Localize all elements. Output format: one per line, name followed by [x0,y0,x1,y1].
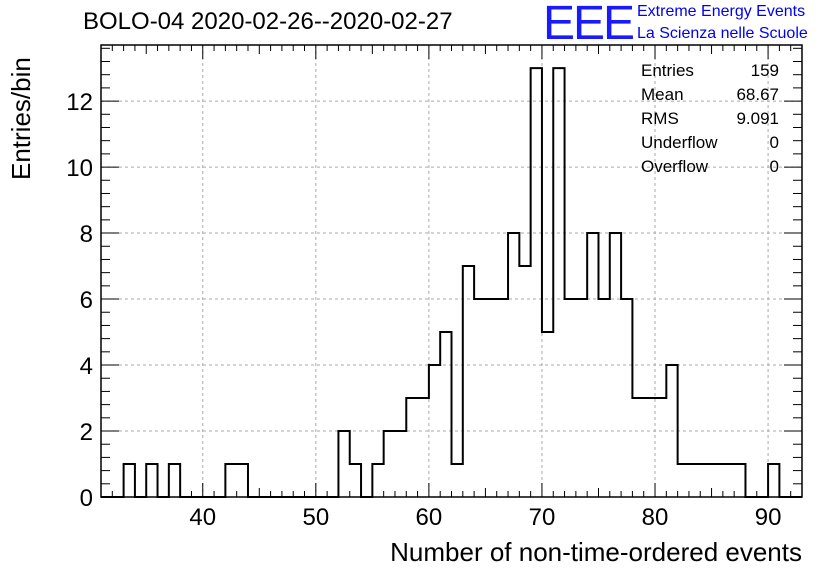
x-tick-label: 40 [189,504,216,531]
x-tick-label: 60 [416,504,443,531]
histogram-bin [531,68,542,497]
stats-row-mean: Mean 68.67 [641,83,779,107]
histogram-bin [124,464,135,497]
histogram-bin [576,299,587,497]
histogram-bin [225,464,236,497]
y-tick-label: 4 [80,353,93,380]
histogram-bin [350,464,361,497]
stats-box: Entries 159 Mean 68.67 RMS 9.091 Underflow 0… [641,59,779,179]
histogram-bin [485,299,496,497]
stats-label: Overflow [641,157,709,176]
histogram-bin [418,398,429,497]
stats-label: Entries [641,61,694,80]
histogram-bin [655,398,666,497]
stats-value: 0 [769,157,779,176]
histogram-bin [553,68,564,497]
stats-row-underflow: Underflow 0 [641,131,779,155]
y-tick-label: 0 [80,485,93,512]
stats-row-overflow: Overflow 0 [641,155,779,179]
stats-value: 68.67 [736,85,779,104]
y-tick-label: 12 [66,89,93,116]
histogram-bin [712,464,723,497]
histogram-bin [169,464,180,497]
y-tick-label: 8 [80,221,93,248]
histogram-bin [565,299,576,497]
stats-row-rms: RMS 9.091 [641,107,779,131]
stats-label: RMS [641,109,679,128]
x-tick-label: 70 [529,504,556,531]
y-tick-label: 2 [80,419,93,446]
eee-logo: EEE [543,0,635,50]
histogram-bin [734,464,745,497]
histogram-bin [700,464,711,497]
histogram-bin [406,398,417,497]
histogram-bin [452,464,463,497]
histogram-bin [237,464,248,497]
y-tick-label: 10 [66,155,93,182]
y-axis-label: Entries/bin [6,57,36,180]
histogram-bin [384,431,395,497]
stats-value: 159 [750,61,779,80]
y-tick-label: 6 [80,287,93,314]
stats-label: Underflow [641,133,718,152]
histogram-bin [632,398,643,497]
histogram-bin [395,431,406,497]
x-axis-label: Number of non-time-ordered events [390,537,802,567]
histogram-bin [497,299,508,497]
histogram-bin [372,464,383,497]
stats-value: 9.091 [736,109,779,128]
stats-value: 0 [769,133,779,152]
histogram-bin [463,266,474,497]
histogram-bin [621,299,632,497]
histogram-bin [440,332,451,497]
logo-line-1: Extreme Energy Events [637,3,806,20]
histogram-bin [598,299,609,497]
histogram-bin [644,398,655,497]
histogram-bin [542,332,553,497]
x-tick-label: 80 [642,504,669,531]
stats-row-entries: Entries 159 [641,59,779,83]
chart-title: BOLO-04 2020-02-26--2020-02-27 [83,8,453,35]
histogram-bin [678,464,689,497]
histogram-bin [519,266,530,497]
histogram-bin [146,464,157,497]
logo-line-2: La Scienza nelle Scuole [637,25,808,42]
histogram-bin [689,464,700,497]
x-tick-label: 90 [755,504,782,531]
histogram-bin [338,431,349,497]
histogram-bin [768,464,779,497]
x-tick-label: 50 [302,504,329,531]
histogram-bin [474,299,485,497]
histogram-bin [723,464,734,497]
stats-label: Mean [641,85,684,104]
